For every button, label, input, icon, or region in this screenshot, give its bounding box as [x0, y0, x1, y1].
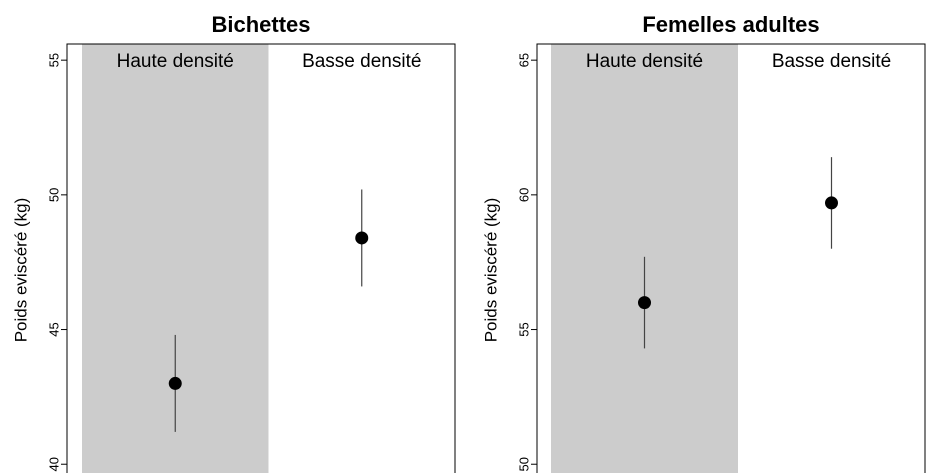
chart-title: Femelles adultes: [642, 12, 819, 37]
y-tick-label: 50: [516, 457, 531, 471]
point: [355, 231, 369, 245]
chart-title: Bichettes: [211, 12, 310, 37]
y-axis-title: Poids eviscéré (kg): [481, 198, 500, 343]
point: [168, 376, 182, 390]
y-tick-label: 45: [46, 322, 61, 336]
y-tick-label: 65: [516, 53, 531, 67]
category-label: Basse densité: [302, 51, 421, 72]
category-label: Basse densité: [772, 51, 891, 72]
y-tick-label: 55: [46, 53, 61, 67]
y-axis-title: Poids eviscéré (kg): [11, 198, 30, 343]
y-tick-label: 55: [516, 322, 531, 336]
category-label: Haute densité: [586, 51, 703, 72]
y-tick-label: 50: [46, 188, 61, 202]
point: [825, 196, 838, 210]
plot-frame: [66, 43, 456, 473]
category-band: [738, 44, 925, 473]
y-tick-label: 40: [46, 457, 61, 471]
category-label: Haute densité: [117, 51, 234, 72]
y-tick-label: 60: [516, 188, 531, 202]
plot-frame: [536, 43, 926, 473]
point: [638, 296, 651, 310]
